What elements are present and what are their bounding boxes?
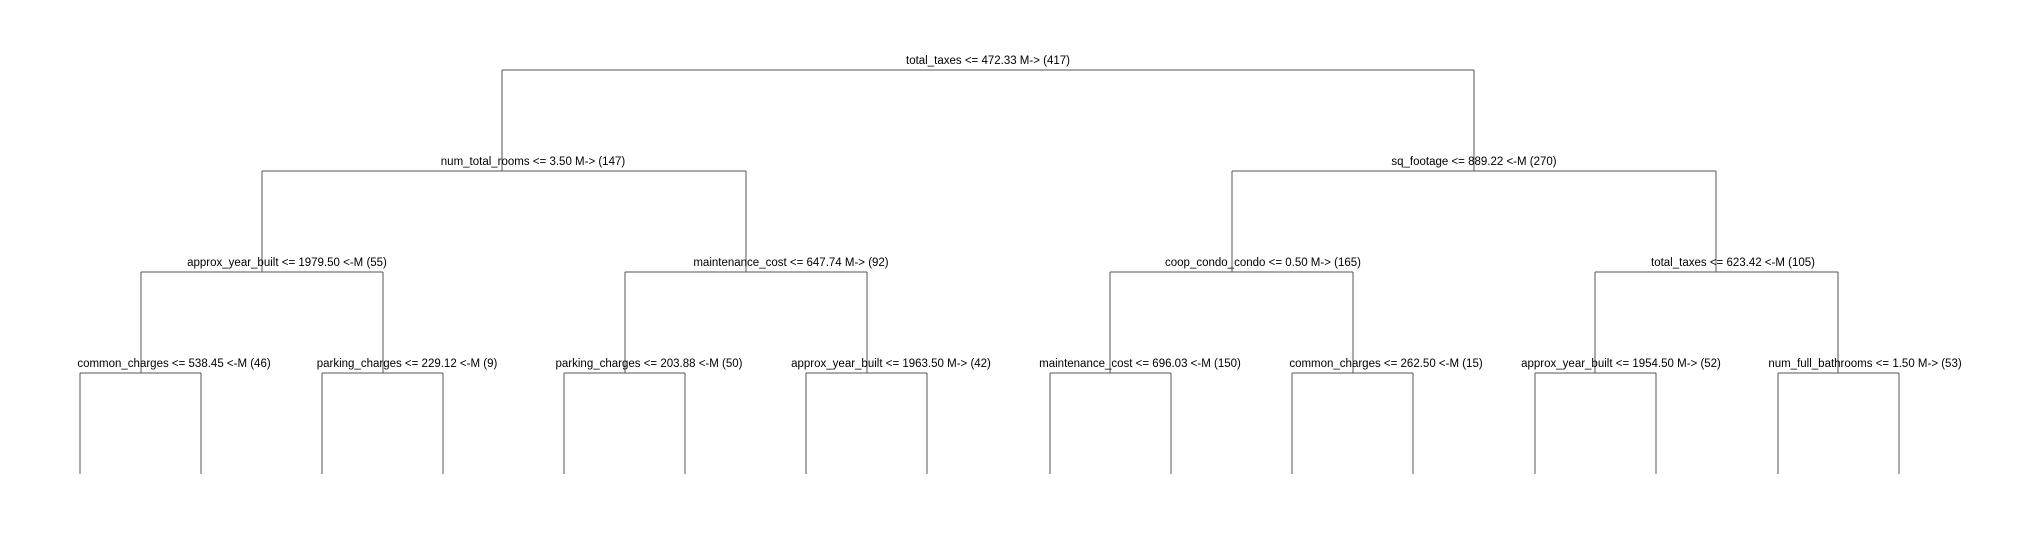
node-label-l3-7: approx_year_built <= 1954.50 M-> (52) (1521, 358, 1721, 370)
node-label-l3-4: approx_year_built <= 1963.50 M-> (42) (791, 358, 991, 370)
tree-node-l1-left: num_total_rooms <= 3.50 M-> (147) (261, 156, 747, 272)
node-label-l1-left: num_total_rooms <= 3.50 M-> (147) (441, 156, 626, 168)
tree-node-root: total_taxes <= 472.33 M-> (417) (501, 55, 1475, 171)
node-label-l1-right: sq_footage <= 889.22 <-M (270) (1391, 156, 1556, 168)
tree-node-l3-4: approx_year_built <= 1963.50 M-> (42) (791, 358, 991, 474)
node-label-l3-1: common_charges <= 538.45 <-M (46) (77, 358, 271, 370)
tree-node-l3-8: num_full_bathrooms <= 1.50 M-> (53) (1768, 358, 1962, 474)
tree-node-l1-right: sq_footage <= 889.22 <-M (270) (1231, 156, 1717, 272)
node-label-l3-3: parking_charges <= 203.88 <-M (50) (556, 358, 743, 370)
tree-node-l3-5: maintenance_cost <= 696.03 <-M (150) (1039, 358, 1241, 474)
node-label-l2-4: total_taxes <= 623.42 <-M (105) (1651, 257, 1815, 269)
tree-node-l3-7: approx_year_built <= 1954.50 M-> (52) (1521, 358, 1721, 474)
tree-node-l2-2: maintenance_cost <= 647.74 M-> (92) (624, 257, 889, 373)
node-label-l3-8: num_full_bathrooms <= 1.50 M-> (53) (1768, 358, 1962, 370)
node-label-l3-2: parking_charges <= 229.12 <-M (9) (317, 358, 498, 370)
node-label-l2-3: coop_condo_condo <= 0.50 M-> (165) (1165, 257, 1361, 269)
tree-node-l3-1: common_charges <= 538.45 <-M (46) (77, 358, 271, 474)
tree-node-l2-1: approx_year_built <= 1979.50 <-M (55) (140, 257, 387, 373)
node-label-l3-6: common_charges <= 262.50 <-M (15) (1289, 358, 1483, 370)
tree-node-l3-2: parking_charges <= 229.12 <-M (9) (317, 358, 498, 474)
tree-node-l2-3: coop_condo_condo <= 0.50 M-> (165) (1109, 257, 1361, 373)
tree-node-l3-6: common_charges <= 262.50 <-M (15) (1289, 358, 1483, 474)
node-label-l3-5: maintenance_cost <= 696.03 <-M (150) (1039, 358, 1241, 370)
tree-node-l3-3: parking_charges <= 203.88 <-M (50) (556, 358, 743, 474)
tree-node-l2-4: total_taxes <= 623.42 <-M (105) (1594, 257, 1839, 373)
node-label-l2-2: maintenance_cost <= 647.74 M-> (92) (693, 257, 888, 269)
node-label-l2-1: approx_year_built <= 1979.50 <-M (55) (187, 257, 387, 269)
node-label-root: total_taxes <= 472.33 M-> (417) (906, 55, 1070, 67)
